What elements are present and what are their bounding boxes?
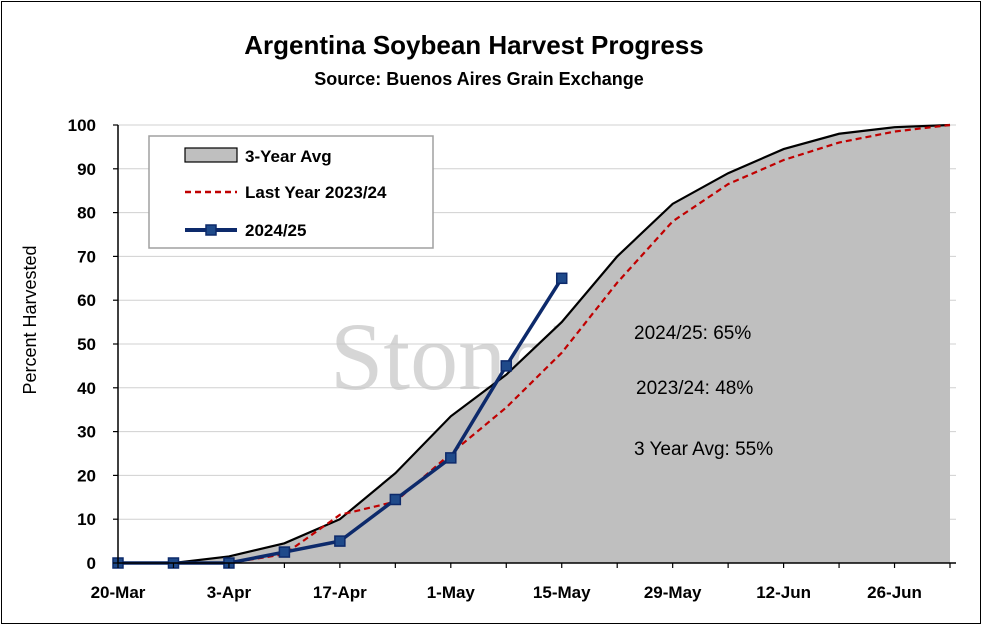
y-axis-label: Percent Harvested bbox=[20, 245, 40, 394]
line-last-year-2023-24 bbox=[118, 123, 951, 565]
marker-2024-25-4 bbox=[334, 535, 346, 547]
annotation-2024-25: 2024/25: 65% bbox=[634, 323, 751, 344]
y-tick-label-50: 50 bbox=[77, 335, 96, 354]
x-tick-label-1-May: 1-May bbox=[427, 583, 476, 602]
x-tick-label-20-Mar: 20-Mar bbox=[91, 583, 146, 602]
legend-marker-2024-25 bbox=[205, 224, 217, 236]
x-tick-label-12-Jun: 12-Jun bbox=[756, 583, 811, 602]
x-tick-label-15-May: 15-May bbox=[533, 583, 591, 602]
marker-2024-25-5 bbox=[389, 493, 402, 506]
y-tick-label-20: 20 bbox=[77, 466, 96, 485]
chart-title: Argentina Soybean Harvest Progress bbox=[244, 30, 704, 60]
marker-2024-25-7 bbox=[500, 360, 513, 372]
marker-2024-25-3 bbox=[278, 546, 291, 558]
y-tick-label-60: 60 bbox=[77, 291, 96, 310]
annotation-2023-24: 2023/24: 48% bbox=[636, 378, 753, 399]
line-3-year-avg bbox=[118, 123, 951, 565]
x-tick-label-3-Apr: 3-Apr bbox=[207, 583, 252, 602]
y-tick-labels: 0 10 20 30 40 50 60 70 80 90 100 bbox=[68, 116, 96, 573]
x-tick-label-26-Jun: 26-Jun bbox=[867, 583, 922, 602]
y-tick-label-80: 80 bbox=[77, 204, 96, 223]
legend: 3-Year Avg Last Year 2023/24 2024/25 bbox=[148, 135, 434, 249]
y-tick-label-100: 100 bbox=[68, 116, 96, 135]
axes bbox=[113, 124, 956, 568]
area-3-year-avg bbox=[118, 125, 950, 563]
y-tick-label-70: 70 bbox=[77, 247, 96, 266]
x-tick-labels: 20-Mar 3-Apr 17-Apr 1-May 15-May 29-May 12-Jun… bbox=[91, 583, 922, 602]
y-tick-label-0: 0 bbox=[87, 554, 96, 573]
marker-2024-25-6 bbox=[445, 452, 457, 464]
legend-label-last-year: Last Year 2023/24 bbox=[245, 183, 387, 202]
chart-subtitle: Source: Buenos Aires Grain Exchange bbox=[314, 69, 643, 89]
x-tick-label-17-Apr: 17-Apr bbox=[313, 583, 367, 602]
legend-swatch-3-year-avg bbox=[184, 147, 238, 163]
y-tick-label-40: 40 bbox=[77, 379, 96, 398]
x-tick-label-29-May: 29-May bbox=[644, 583, 702, 602]
y-tick-label-10: 10 bbox=[77, 510, 96, 529]
marker-2024-25-8 bbox=[555, 272, 568, 285]
annotation-3-year-avg: 3 Year Avg: 55% bbox=[634, 439, 773, 460]
legend-label-2024-25: 2024/25 bbox=[245, 221, 306, 240]
y-tick-label-30: 30 bbox=[77, 423, 96, 442]
legend-label-3-year-avg: 3-Year Avg bbox=[245, 147, 332, 166]
y-tick-label-90: 90 bbox=[77, 160, 96, 179]
